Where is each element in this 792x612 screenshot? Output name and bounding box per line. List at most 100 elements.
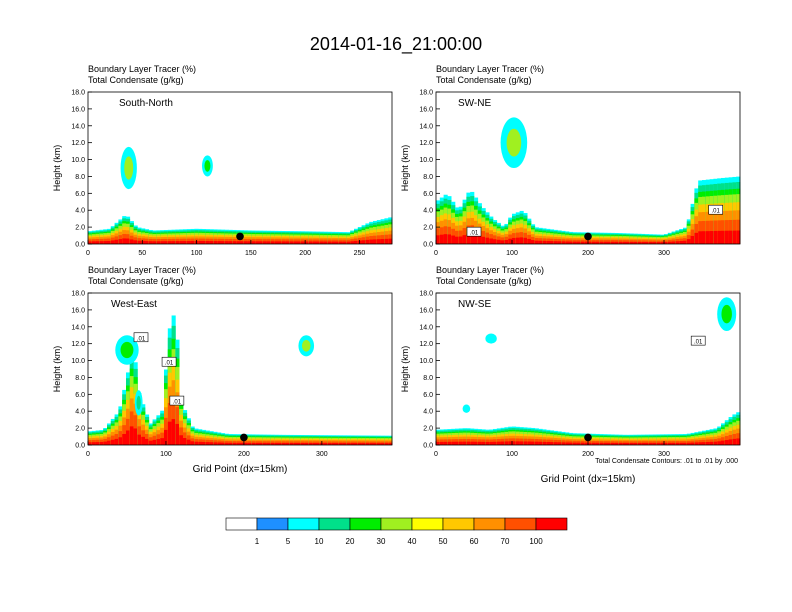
tracer-cell xyxy=(534,240,539,244)
y-axis-label: Height (km) xyxy=(52,145,62,192)
x-tick-label: 0 xyxy=(86,451,90,458)
tracer-cell xyxy=(561,442,566,445)
colorbar-label: 60 xyxy=(470,537,479,546)
colorbar-label: 100 xyxy=(529,537,543,546)
tracer-cell xyxy=(641,241,646,244)
station-marker xyxy=(584,433,592,442)
tracer-cell xyxy=(369,239,374,244)
colorbar-swatch xyxy=(256,517,289,531)
contour-label: .01 xyxy=(137,336,146,342)
tracer-cell xyxy=(335,443,340,445)
tracer-cell xyxy=(489,441,494,445)
tracer-cell xyxy=(538,240,543,244)
tracer-cell xyxy=(164,429,169,445)
tracer-cell xyxy=(183,438,188,445)
tracer-cell xyxy=(205,241,210,244)
colorbar-label: 10 xyxy=(315,537,324,546)
tracer-cell xyxy=(88,241,93,244)
tracer-cell xyxy=(675,442,680,445)
tracer-cell xyxy=(103,241,108,244)
panel-subtitle-condensate: Total Condensate (g/kg) xyxy=(88,276,184,286)
tracer-cell xyxy=(300,443,305,445)
tracer-cell xyxy=(626,241,631,244)
tracer-cell xyxy=(156,241,161,244)
tracer-cell xyxy=(99,241,104,244)
tracer-cell xyxy=(388,443,393,445)
contour-label-box xyxy=(133,332,149,343)
colorbar-label: 30 xyxy=(377,537,386,546)
tracer-blob-core xyxy=(506,128,522,157)
tracer-cell xyxy=(388,238,393,244)
tracer-cell xyxy=(194,441,199,445)
tracer-cell xyxy=(183,241,188,244)
tracer-cell xyxy=(327,241,332,244)
tracer-cell xyxy=(99,442,104,445)
tracer-cell xyxy=(148,241,153,244)
panel-subtitle-condensate: Total Condensate (g/kg) xyxy=(436,276,532,286)
tracer-cell xyxy=(232,241,237,244)
tracer-cell xyxy=(137,434,142,445)
tracer-cell xyxy=(531,441,536,445)
tracer-cell xyxy=(622,442,627,445)
y-tick-label: 2.0 xyxy=(423,426,433,433)
tracer-cell xyxy=(694,442,699,445)
tracer-cell xyxy=(160,241,165,244)
panel-label: NW-SE xyxy=(458,299,491,310)
y-tick-label: 18.0 xyxy=(419,291,433,298)
tracer-cell xyxy=(380,239,385,244)
tracer-cell xyxy=(732,230,737,244)
colorbar-swatch xyxy=(380,517,413,531)
tracer-cell xyxy=(527,238,532,244)
tracer-cell xyxy=(705,231,710,244)
x-tick-label: 0 xyxy=(86,250,90,257)
tracer-cell xyxy=(610,241,615,244)
tracer-cell xyxy=(285,442,290,445)
tracer-cell xyxy=(576,442,581,445)
tracer-cell xyxy=(259,442,264,445)
tracer-cell xyxy=(439,441,444,445)
tracer-cell xyxy=(667,442,672,445)
tracer-cell xyxy=(186,241,191,244)
tracer-cell xyxy=(546,441,551,445)
tracer-cell xyxy=(572,241,577,244)
tracer-cell xyxy=(274,241,279,244)
colorbar-label: 70 xyxy=(501,537,510,546)
y-tick-label: 6.0 xyxy=(423,392,433,399)
y-tick-label: 0.0 xyxy=(423,242,433,249)
tracer-cell xyxy=(591,442,596,445)
x-tick-label: 0 xyxy=(434,250,438,257)
tracer-cell xyxy=(580,442,585,445)
tracer-cell xyxy=(489,238,494,244)
tracer-cell xyxy=(152,241,157,244)
tracer-cell xyxy=(721,440,726,445)
tracer-cell xyxy=(500,441,505,445)
tracer-cell xyxy=(107,440,112,445)
tracer-cell xyxy=(584,442,589,445)
tracer-cell xyxy=(515,441,520,445)
tracer-cell xyxy=(595,442,600,445)
tracer-cell xyxy=(346,443,351,445)
tracer-cell xyxy=(126,238,131,244)
tracer-cell xyxy=(95,442,100,445)
tracer-cell xyxy=(698,442,703,445)
tracer-cell xyxy=(266,241,271,244)
y-tick-label: 6.0 xyxy=(423,191,433,198)
tracer-cell xyxy=(297,442,302,445)
tracer-cell xyxy=(607,241,612,244)
tracer-cell xyxy=(508,238,513,244)
panel-subtitle-tracer: Boundary Layer Tracer (%) xyxy=(88,64,196,74)
tracer-cell xyxy=(466,441,471,445)
tracer-cell xyxy=(721,230,726,244)
colorbar-swatch xyxy=(318,517,351,531)
x-tick-label: 100 xyxy=(506,250,518,257)
tracer-cell xyxy=(297,241,302,244)
tracer-cell xyxy=(648,442,653,445)
tracer-cell xyxy=(702,231,707,244)
tracer-cell xyxy=(451,235,456,244)
colorbar-label: 20 xyxy=(346,537,355,546)
tracer-cell xyxy=(519,237,524,244)
tracer-cell xyxy=(667,241,672,244)
y-tick-label: 10.0 xyxy=(71,358,85,365)
tracer-cell xyxy=(361,443,366,445)
tracer-cell xyxy=(690,442,695,445)
